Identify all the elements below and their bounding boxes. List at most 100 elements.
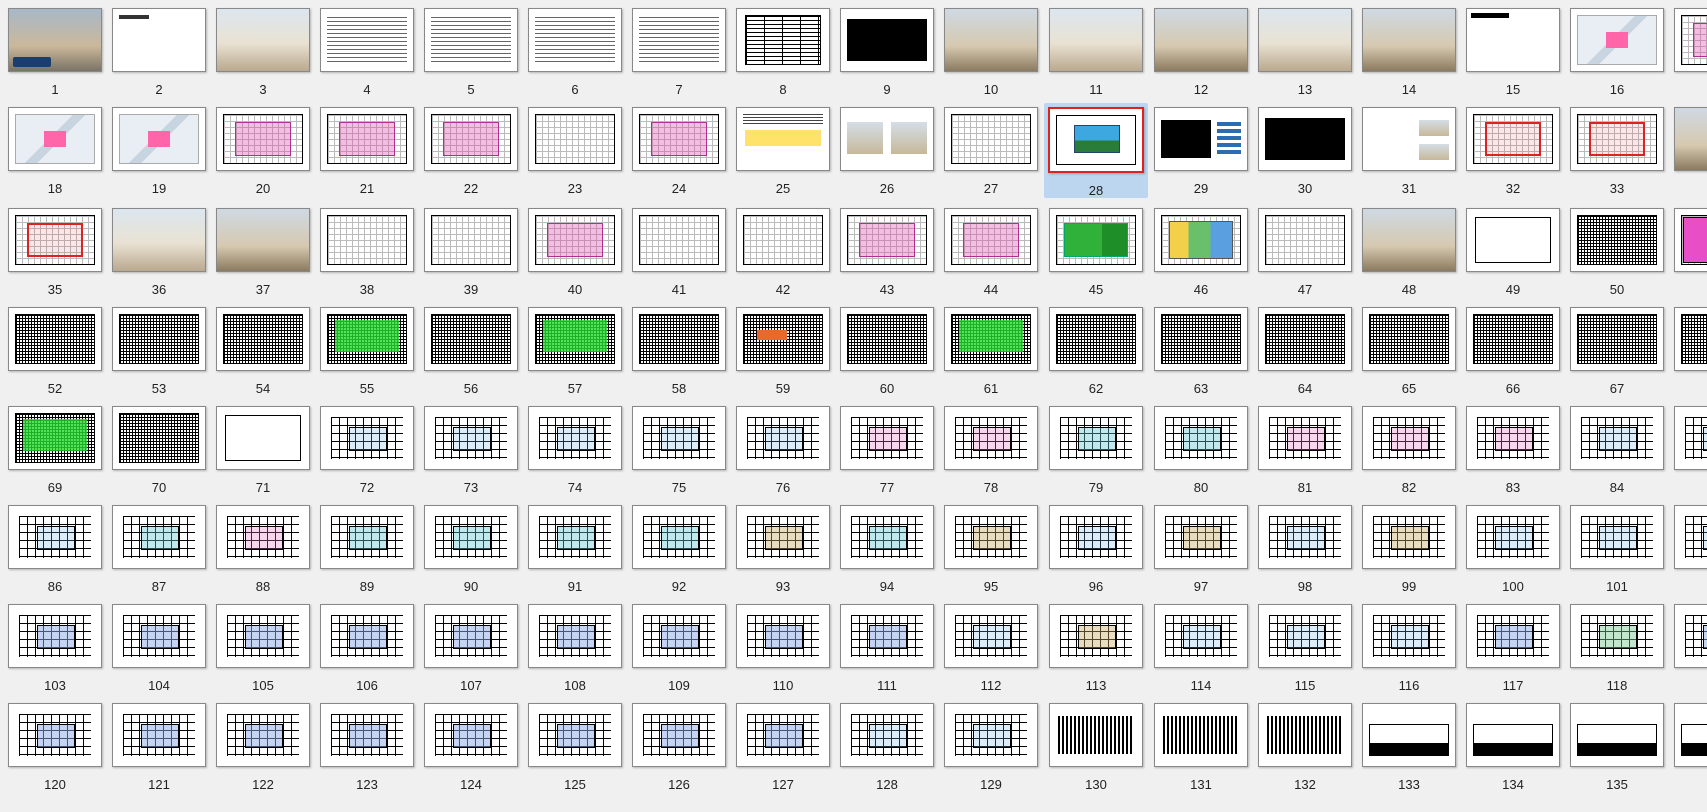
page-cell-120[interactable]: 120 [8,703,102,792]
page-cell-92[interactable]: 92 [632,505,726,594]
page-cell-127[interactable]: 127 [736,703,830,792]
page-thumbnail[interactable] [1258,703,1352,767]
page-thumbnail[interactable] [1570,107,1664,171]
page-cell-27[interactable]: 27 [944,107,1038,198]
page-cell-25[interactable]: 25 [736,107,830,198]
page-thumbnail[interactable] [632,208,726,272]
page-thumbnail[interactable] [424,505,518,569]
page-cell-98[interactable]: 98 [1258,505,1352,594]
page-thumbnail[interactable] [8,604,102,668]
page-thumbnail[interactable] [112,307,206,371]
page-cell-53[interactable]: 53 [112,307,206,396]
page-cell-75[interactable]: 75 [632,406,726,495]
page-thumbnail[interactable] [1674,505,1707,569]
page-thumbnail[interactable] [216,604,310,668]
page-cell-30[interactable]: 30 [1258,107,1352,198]
page-thumbnail[interactable] [528,307,622,371]
page-thumbnail[interactable] [8,406,102,470]
page-thumbnail[interactable] [1154,208,1248,272]
page-thumbnail[interactable] [944,8,1038,72]
page-cell-70[interactable]: 70 [112,406,206,495]
page-thumbnail[interactable] [320,107,414,171]
page-cell-11[interactable]: 11 [1048,8,1144,97]
page-thumbnail[interactable] [1674,703,1707,767]
page-thumbnail[interactable] [1258,406,1352,470]
page-thumbnail[interactable] [1570,505,1664,569]
page-cell-94[interactable]: 94 [840,505,934,594]
page-thumbnail[interactable] [840,8,934,72]
page-cell-12[interactable]: 12 [1154,8,1248,97]
page-thumbnail[interactable] [1674,406,1707,470]
page-cell-115[interactable]: 115 [1258,604,1352,693]
page-thumbnail[interactable] [8,8,102,72]
page-cell-5[interactable]: 5 [424,8,518,97]
page-thumbnail[interactable] [112,406,206,470]
page-cell-45[interactable]: 45 [1048,208,1144,297]
page-cell-133[interactable]: 133 [1362,703,1456,792]
page-thumbnail[interactable] [1049,505,1143,569]
page-cell-88[interactable]: 88 [216,505,310,594]
page-cell-4[interactable]: 4 [320,8,414,97]
page-cell-73[interactable]: 73 [424,406,518,495]
page-thumbnail[interactable] [8,703,102,767]
page-cell-106[interactable]: 106 [320,604,414,693]
page-thumbnail[interactable] [1570,8,1664,72]
page-cell-39[interactable]: 39 [424,208,518,297]
page-cell-116[interactable]: 116 [1362,604,1456,693]
page-thumbnail[interactable] [320,604,414,668]
page-thumbnail[interactable] [216,307,310,371]
page-thumbnail[interactable] [944,307,1038,371]
page-cell-51[interactable]: 51 [1674,208,1707,297]
page-cell-18[interactable]: 18 [8,107,102,198]
page-thumbnail[interactable] [8,307,102,371]
page-thumbnail[interactable] [1466,107,1560,171]
page-thumbnail[interactable] [1049,703,1143,767]
page-thumbnail[interactable] [528,208,622,272]
page-cell-99[interactable]: 99 [1362,505,1456,594]
page-thumbnail[interactable] [1362,505,1456,569]
page-cell-22[interactable]: 22 [424,107,518,198]
page-cell-114[interactable]: 114 [1154,604,1248,693]
page-cell-100[interactable]: 100 [1466,505,1560,594]
page-cell-78[interactable]: 78 [944,406,1038,495]
page-cell-57[interactable]: 57 [528,307,622,396]
page-cell-17[interactable]: 17 [1674,8,1707,97]
page-cell-89[interactable]: 89 [320,505,414,594]
page-thumbnail[interactable] [1570,406,1664,470]
page-thumbnail[interactable] [1362,8,1456,72]
page-thumbnail[interactable] [424,208,518,272]
page-cell-101[interactable]: 101 [1570,505,1664,594]
page-cell-74[interactable]: 74 [528,406,622,495]
page-cell-111[interactable]: 111 [840,604,934,693]
page-thumbnail[interactable] [840,208,934,272]
page-cell-38[interactable]: 38 [320,208,414,297]
page-thumbnail[interactable] [1466,307,1560,371]
page-thumbnail[interactable] [1466,208,1560,272]
page-thumbnail[interactable] [8,208,102,272]
page-thumbnail[interactable] [8,107,102,171]
page-thumbnail[interactable] [632,604,726,668]
page-cell-44[interactable]: 44 [944,208,1038,297]
page-cell-58[interactable]: 58 [632,307,726,396]
page-thumbnail[interactable] [632,505,726,569]
page-cell-21[interactable]: 21 [320,107,414,198]
page-thumbnail[interactable] [736,406,830,470]
page-thumbnail[interactable] [112,703,206,767]
page-thumbnail[interactable] [528,703,622,767]
page-thumbnail[interactable] [216,406,310,470]
page-thumbnail[interactable] [112,208,206,272]
page-thumbnail[interactable] [1258,505,1352,569]
page-thumbnail[interactable] [736,505,830,569]
page-cell-129[interactable]: 129 [944,703,1038,792]
page-cell-125[interactable]: 125 [528,703,622,792]
page-cell-124[interactable]: 124 [424,703,518,792]
page-thumbnail[interactable] [528,107,622,171]
page-cell-26[interactable]: 26 [840,107,934,198]
page-thumbnail[interactable] [320,8,414,72]
page-cell-14[interactable]: 14 [1362,8,1456,97]
page-thumbnail[interactable] [944,703,1038,767]
page-cell-55[interactable]: 55 [320,307,414,396]
page-thumbnail[interactable] [112,505,206,569]
page-thumbnail[interactable] [1154,107,1248,171]
page-cell-87[interactable]: 87 [112,505,206,594]
